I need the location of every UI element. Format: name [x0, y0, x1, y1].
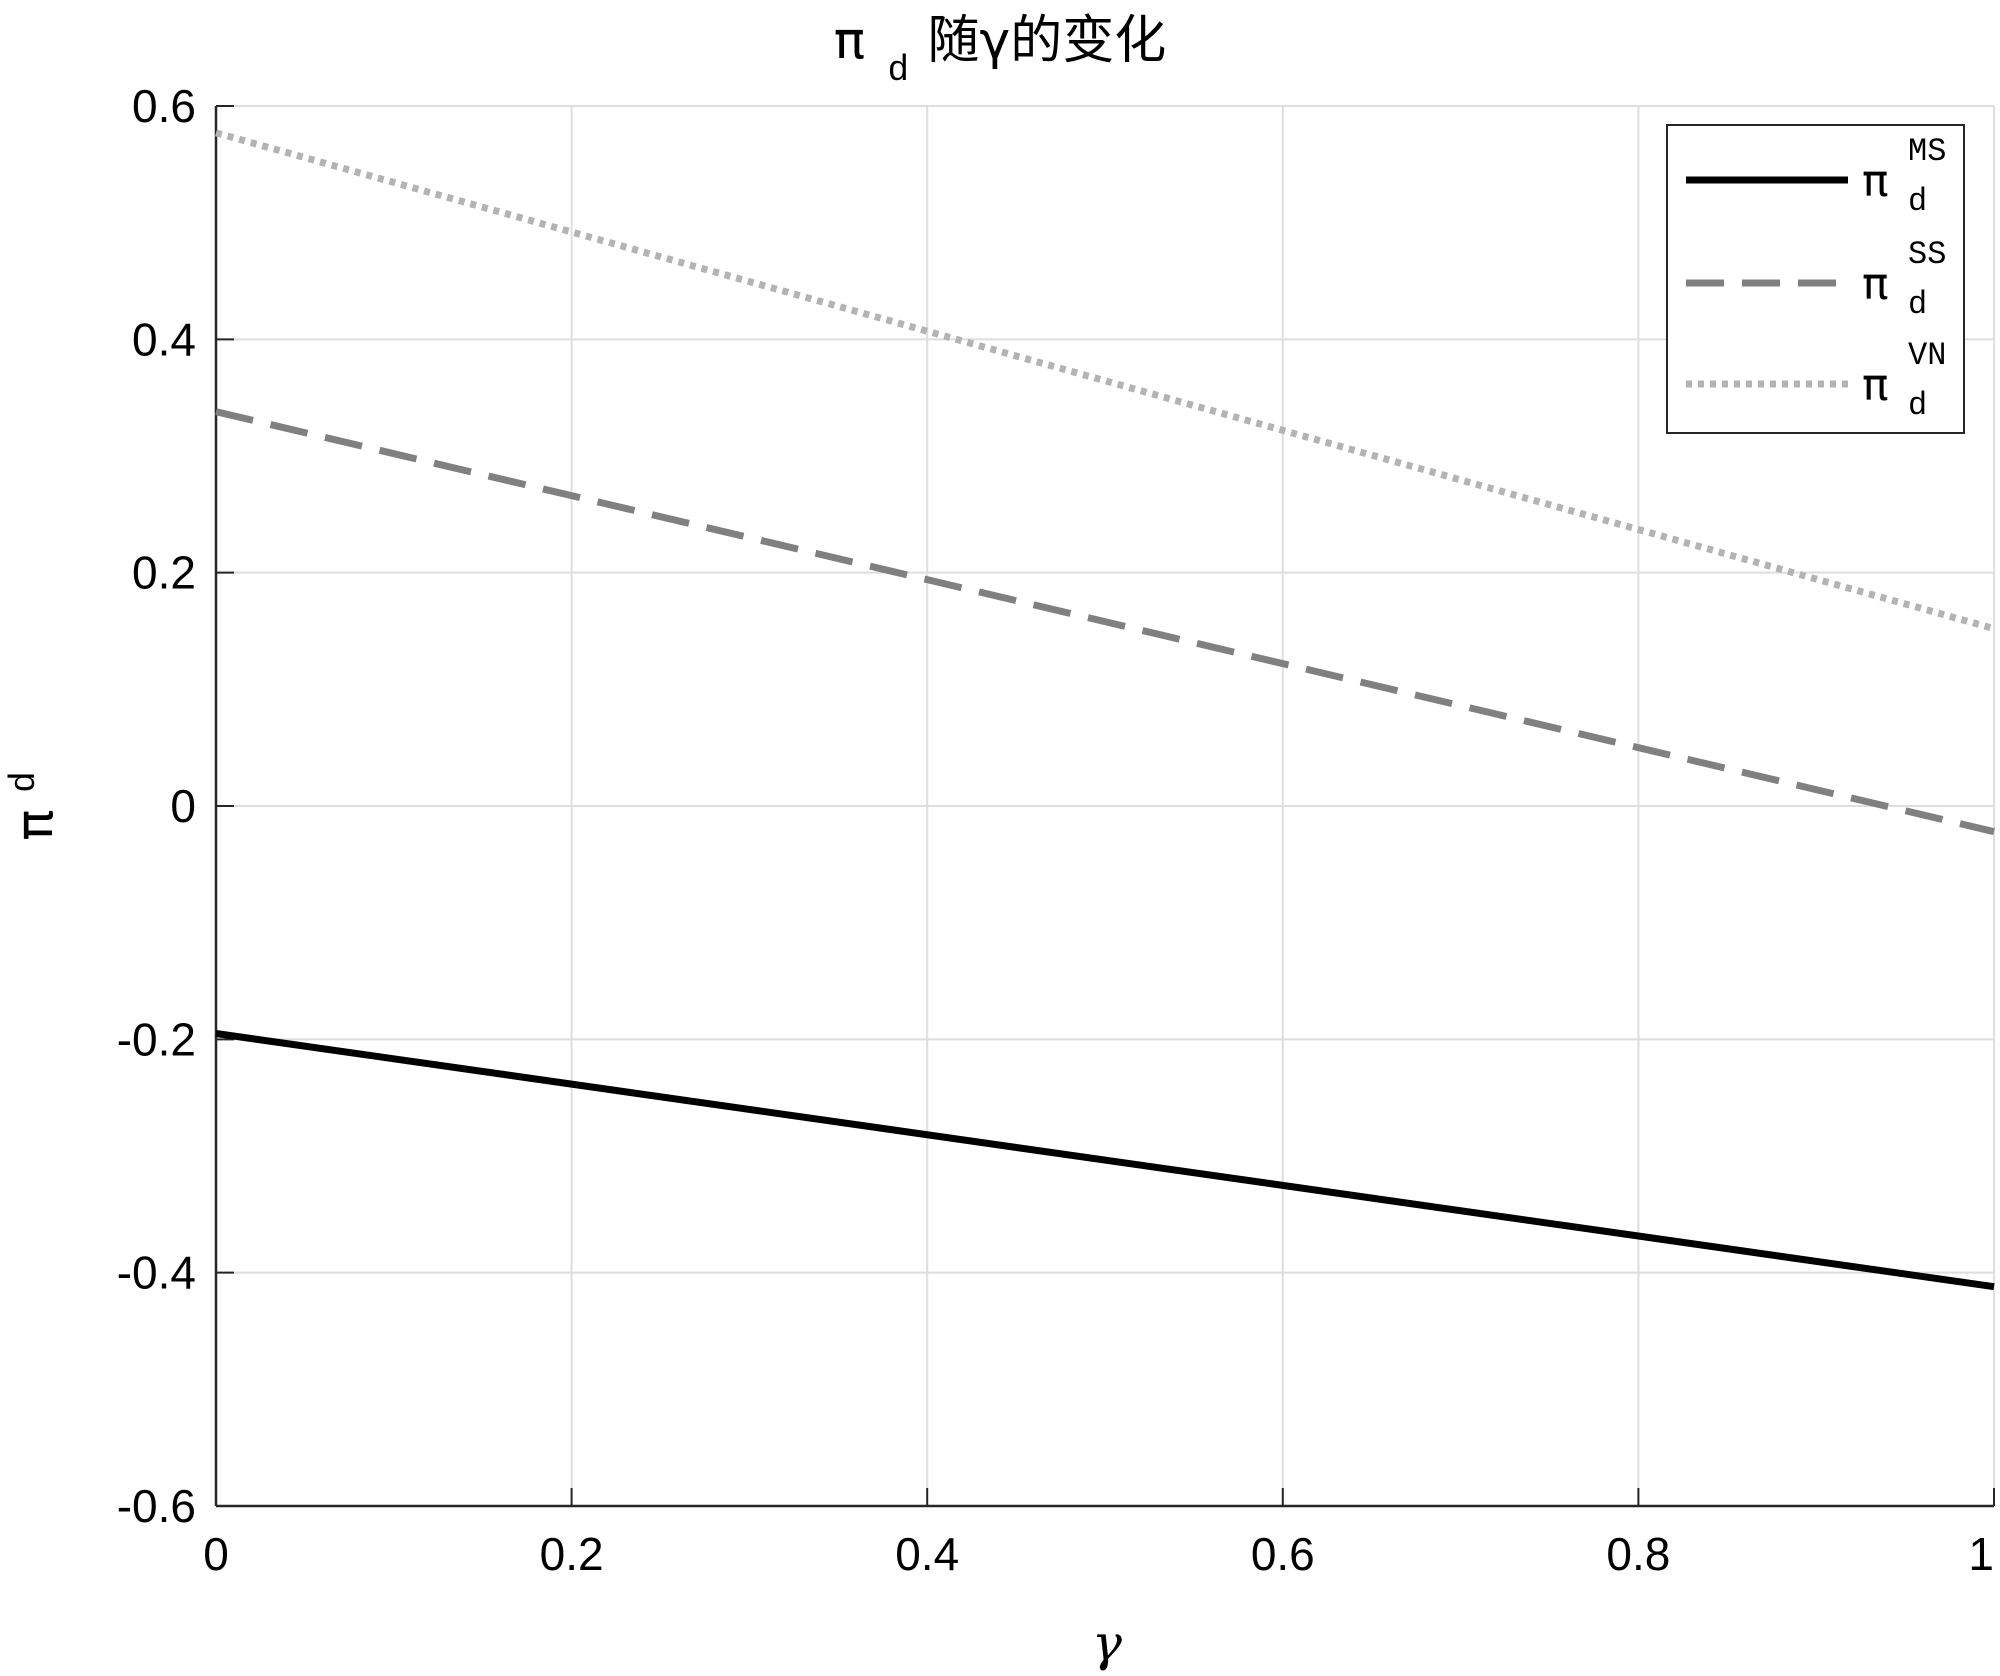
legend-box	[1666, 124, 1965, 434]
y-axis-ticks: -0.6 -0.4 -0.2 0 0.2 0.4 0.6	[117, 80, 234, 1532]
x-tick-label: 0.6	[1251, 1528, 1315, 1580]
x-tick-label: 1	[1968, 1528, 1994, 1580]
y-tick-label: -0.4	[117, 1247, 196, 1299]
svg-text:π d 随γ的变化: π d 随γ的变化	[834, 11, 1167, 91]
legend-superscript: MS	[1908, 133, 1946, 170]
series-line-vn	[215, 129, 1995, 633]
title-subscript: d	[887, 50, 909, 91]
legend-subscript: d	[1908, 286, 1927, 323]
series	[215, 129, 1995, 1291]
x-tick-label: 0.4	[895, 1528, 959, 1580]
y-tick-label: 0.2	[132, 547, 196, 599]
y-tick-label: 0	[170, 780, 196, 832]
title-symbol: π	[834, 11, 865, 71]
x-tick-label: 0.2	[540, 1528, 604, 1580]
title-text: 随γ的变化	[928, 11, 1167, 71]
x-tick-label: 0.8	[1606, 1528, 1670, 1580]
legend-subscript: d	[1908, 183, 1927, 220]
y-tick-label: 0.6	[132, 80, 196, 132]
legend-symbol: π	[1862, 259, 1889, 310]
x-axis-ticks: 0 0.2 0.4 0.6 0.8 1	[203, 1488, 1995, 1580]
legend-superscript: VN	[1908, 337, 1946, 374]
grid	[215, 105, 1995, 1507]
y-tick-label: 0.4	[132, 313, 196, 365]
y-tick-label: -0.6	[117, 1480, 196, 1532]
x-tick-label: 0	[203, 1528, 229, 1580]
series-line-ms	[215, 1030, 1995, 1291]
legend-superscript: SS	[1908, 236, 1946, 273]
y-label-symbol: π	[5, 809, 65, 840]
series-line-ss	[215, 408, 1995, 836]
y-label-subscript: d	[4, 771, 45, 793]
y-axis-label: π d	[4, 771, 65, 840]
svg-text:π d: π d	[4, 771, 65, 840]
legend-symbol: π	[1862, 360, 1889, 411]
legend-subscript: d	[1908, 387, 1927, 424]
y-tick-label: -0.2	[117, 1013, 196, 1065]
legend-symbol: π	[1862, 156, 1889, 207]
chart-title: π d 随γ的变化	[834, 11, 1167, 91]
x-axis-label: γ	[1092, 1614, 1122, 1672]
